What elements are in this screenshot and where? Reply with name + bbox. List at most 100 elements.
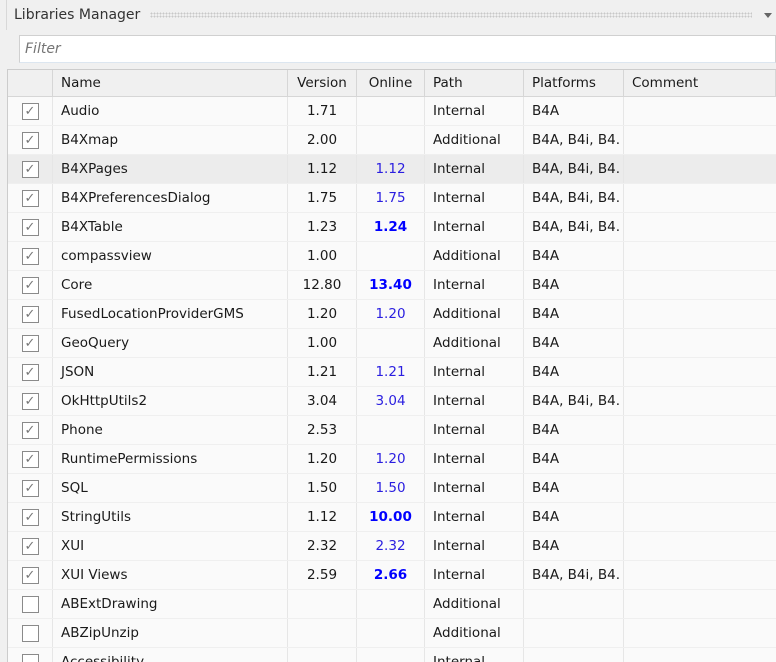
library-checkbox[interactable] [21,624,39,642]
column-header-comment[interactable]: Comment [624,70,776,96]
library-checkbox[interactable]: ✓ [21,160,39,178]
check-cell: ✓ [8,97,53,125]
online-version-cell [357,648,425,662]
library-checkbox[interactable]: ✓ [21,566,39,584]
library-checkbox[interactable]: ✓ [21,392,39,410]
table-row[interactable]: ✓ Phone 2.53 Internal B4A [8,416,776,445]
table-row[interactable]: ABZipUnzip Additional [8,619,776,648]
comment-cell [624,329,776,357]
online-version-cell: 3.04 [357,387,425,415]
comment-cell [624,387,776,415]
column-header-online[interactable]: Online [357,70,425,96]
path-cell: Additional [425,590,524,618]
panel-title: Libraries Manager [14,7,141,23]
comment-cell [624,590,776,618]
filter-input[interactable] [19,35,776,63]
online-version-cell [357,329,425,357]
panel-titlebar: Libraries Manager [6,0,776,30]
check-cell [8,590,53,618]
path-cell: Additional [425,126,524,154]
online-version-cell [357,416,425,444]
check-cell: ✓ [8,126,53,154]
library-checkbox[interactable]: ✓ [21,305,39,323]
table-row[interactable]: ✓ RuntimePermissions 1.20 1.20 Internal … [8,445,776,474]
library-checkbox[interactable]: ✓ [21,131,39,149]
name-cell: FusedLocationProviderGMS [53,300,288,328]
table-body: ✓ Audio 1.71 Internal B4A ✓ B4Xmap 2.00 … [8,97,776,662]
library-checkbox[interactable]: ✓ [21,537,39,555]
comment-cell [624,416,776,444]
table-row[interactable]: ✓ XUI 2.32 2.32 Internal B4A [8,532,776,561]
library-checkbox[interactable] [21,595,39,613]
check-cell [8,648,53,662]
library-checkbox[interactable]: ✓ [21,189,39,207]
library-checkbox[interactable]: ✓ [21,247,39,265]
version-cell: 1.21 [288,358,357,386]
online-version-cell: 1.24 [357,213,425,241]
check-cell [8,619,53,647]
table-row[interactable]: ✓ Core 12.80 13.40 Internal B4A [8,271,776,300]
platforms-cell: B4A [524,474,624,502]
comment-cell [624,561,776,589]
drag-grip[interactable] [150,12,752,18]
name-cell: ABZipUnzip [53,619,288,647]
table-row[interactable]: ABExtDrawing Additional [8,590,776,619]
table-row[interactable]: ✓ FusedLocationProviderGMS 1.20 1.20 Add… [8,300,776,329]
version-cell: 2.53 [288,416,357,444]
path-cell: Internal [425,213,524,241]
check-cell: ✓ [8,474,53,502]
version-cell: 1.12 [288,155,357,183]
table-row[interactable]: ✓ OkHttpUtils2 3.04 3.04 Internal B4A, B… [8,387,776,416]
platforms-cell: B4A, B4i, B4. [524,561,624,589]
table-row[interactable]: ✓ XUI Views 2.59 2.66 Internal B4A, B4i,… [8,561,776,590]
library-checkbox[interactable]: ✓ [21,363,39,381]
check-cell: ✓ [8,329,53,357]
platforms-cell: B4A [524,416,624,444]
table-row[interactable]: ✓ compassview 1.00 Additional B4A [8,242,776,271]
name-cell: B4XPages [53,155,288,183]
name-cell: XUI [53,532,288,560]
table-row[interactable]: ✓ StringUtils 1.12 10.00 Internal B4A [8,503,776,532]
library-checkbox[interactable]: ✓ [21,276,39,294]
table-row[interactable]: ✓ GeoQuery 1.00 Additional B4A [8,329,776,358]
library-checkbox[interactable]: ✓ [21,450,39,468]
table-row[interactable]: ✓ Audio 1.71 Internal B4A [8,97,776,126]
path-cell: Internal [425,416,524,444]
library-checkbox[interactable]: ✓ [21,508,39,526]
platforms-cell: B4A [524,242,624,270]
name-cell: compassview [53,242,288,270]
column-header-version[interactable]: Version [288,70,357,96]
table-row[interactable]: ✓ SQL 1.50 1.50 Internal B4A [8,474,776,503]
panel-menu-dropdown-icon[interactable] [764,12,772,18]
library-checkbox[interactable]: ✓ [21,334,39,352]
library-checkbox[interactable]: ✓ [21,102,39,120]
library-checkbox[interactable]: ✓ [21,218,39,236]
column-header-check[interactable] [8,70,53,96]
table-row[interactable]: Accessibility Internal [8,648,776,662]
version-cell: 12.80 [288,271,357,299]
version-cell: 1.23 [288,213,357,241]
comment-cell [624,97,776,125]
table-row[interactable]: ✓ B4XPages 1.12 1.12 Internal B4A, B4i, … [8,155,776,184]
comment-cell [624,474,776,502]
check-cell: ✓ [8,155,53,183]
name-cell: XUI Views [53,561,288,589]
name-cell: RuntimePermissions [53,445,288,473]
column-header-path[interactable]: Path [425,70,524,96]
library-checkbox[interactable]: ✓ [21,421,39,439]
table-row[interactable]: ✓ B4XPreferencesDialog 1.75 1.75 Interna… [8,184,776,213]
table-row[interactable]: ✓ B4XTable 1.23 1.24 Internal B4A, B4i, … [8,213,776,242]
comment-cell [624,271,776,299]
path-cell: Additional [425,300,524,328]
library-checkbox[interactable]: ✓ [21,479,39,497]
online-version-cell [357,590,425,618]
check-cell: ✓ [8,387,53,415]
table-row[interactable]: ✓ JSON 1.21 1.21 Internal B4A [8,358,776,387]
comment-cell [624,503,776,531]
platforms-cell: B4A [524,329,624,357]
column-header-name[interactable]: Name [53,70,288,96]
library-checkbox[interactable] [21,653,39,662]
table-row[interactable]: ✓ B4Xmap 2.00 Additional B4A, B4i, B4. [8,126,776,155]
column-header-platforms[interactable]: Platforms [524,70,624,96]
online-version-cell: 2.66 [357,561,425,589]
